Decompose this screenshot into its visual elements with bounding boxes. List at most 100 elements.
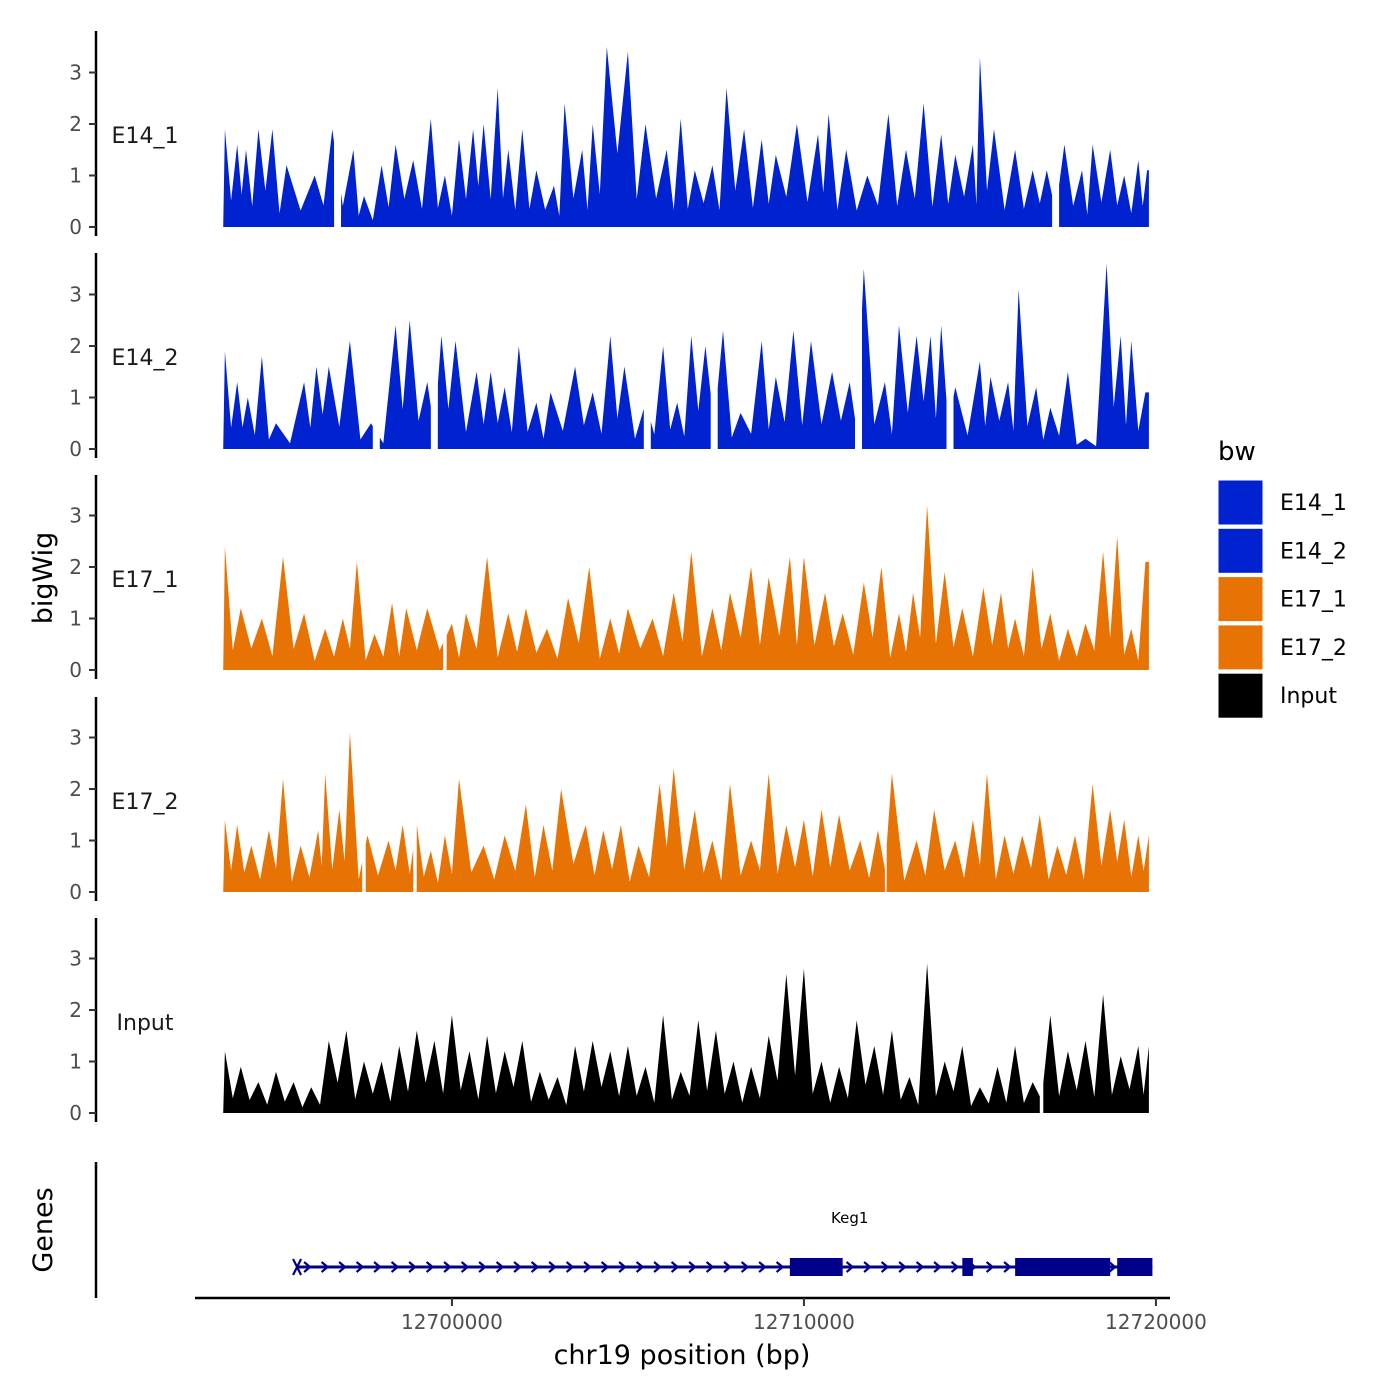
strand-arrow [355,1261,365,1273]
strand-arrow [863,1261,872,1273]
legend-key-e14-1 [1217,479,1264,526]
strand-arrow [1108,1261,1117,1273]
strand-arrow [653,1261,662,1273]
y-tick-label: 0 [69,1101,82,1125]
legend-label: Input [1280,684,1337,709]
legend-key-e17-1 [1217,576,1264,623]
track-label: Input [117,1011,174,1036]
coverage-area-e14-2 [223,263,1149,449]
strand-arrow [758,1261,767,1273]
y-tick-label: 3 [69,504,82,528]
y-tick-label: 1 [69,829,82,853]
y-tick-label: 0 [69,658,82,682]
legend: bw E14_1 E14_2 E17_1 E17_2 Input [1217,437,1347,719]
y-tick-label: 2 [69,555,82,579]
strand-arrow [320,1261,330,1273]
y-tick-label: 1 [69,386,82,410]
y-tick-label: 2 [69,334,82,358]
legend-key-input [1217,672,1264,719]
track-e14-1: 0 1 2 3 E14_1 [69,31,1149,239]
strand-arrow [530,1261,540,1273]
strand-arrow [408,1261,417,1273]
y-tick-label: 2 [69,112,82,136]
strand-arrow [443,1261,452,1273]
coverage-tracks: 0 1 2 3 E14_1 0 1 2 3 E14_2 0 1 2 3 E17_1 0 1 2 3 E17_2 0 1 2 3… [69,31,1149,1125]
strand-arrow [583,1261,592,1273]
y-tick-label: 0 [69,880,82,904]
strand-arrow [303,1261,312,1273]
strand-arrow [880,1261,890,1273]
legend-key-e17-2 [1217,624,1264,671]
track-label: E17_1 [112,568,179,593]
legend-title: bw [1218,437,1256,467]
coverage-area-input [223,963,1149,1113]
strand-arrow [548,1261,557,1273]
strand-arrow [478,1261,487,1273]
strand-arrow [495,1261,505,1273]
strand-arrow [915,1261,925,1273]
strand-arrow [425,1261,435,1273]
y-tick-label: 3 [69,726,82,750]
track-label: E14_1 [112,124,179,149]
track-e14-2: 0 1 2 3 E14_2 [69,253,1149,461]
strand-arrow [600,1261,610,1273]
strand-arrow [845,1261,855,1273]
x-axis: 12700000 12710000 12720000 chr19 position … [195,1296,1207,1371]
strand-arrow [740,1261,750,1273]
track-e17-2: 0 1 2 3 E17_2 [69,697,1149,904]
strand-arrow [1003,1261,1012,1273]
coverage-area-e17-2 [223,732,1149,892]
gene-panel-title: Genes [28,1187,59,1272]
gene-panel: Genes Keg1 [28,1162,1153,1298]
gene-exon [1015,1258,1111,1276]
gene-start-cap [292,1258,303,1276]
y-tick-label: 1 [69,164,82,188]
strand-arrow [565,1261,575,1273]
x-axis-title: chr19 position (bp) [554,1340,811,1371]
legend-entries: E14_1 E14_2 E17_1 E17_2 Input [1217,479,1347,719]
strand-arrow [513,1261,522,1273]
track-label: E17_2 [112,790,179,815]
strand-arrow [460,1261,470,1273]
strand-arrow [670,1261,680,1273]
gene-exon [1117,1258,1153,1276]
y-tick-label: 1 [69,607,82,631]
x-tick-label: 12700000 [401,1310,503,1334]
y-axis-title: bigWig [28,532,59,625]
strand-arrow [618,1261,627,1273]
track-input: 0 1 2 3 Input [69,918,1149,1125]
coverage-area-e14-1 [223,46,1149,227]
y-tick-label: 0 [69,437,82,461]
strand-arrow [688,1261,697,1273]
strand-arrow [933,1261,942,1273]
gene-name-label: Keg1 [831,1209,868,1227]
strand-arrow [373,1261,382,1273]
gene-exon [789,1258,843,1276]
gene-exon [962,1258,973,1276]
legend-key-e14-2 [1217,527,1264,574]
x-tick-label: 12720000 [1105,1310,1207,1334]
gene-keg1: Keg1 [292,1209,1153,1276]
x-tick-label: 12710000 [753,1310,855,1334]
strand-arrow [390,1261,400,1273]
strand-arrow [723,1261,732,1273]
strand-arrow [635,1261,645,1273]
x-ticks: 12700000 12710000 12720000 [401,1298,1207,1334]
strand-arrow [985,1261,995,1273]
y-tick-label: 0 [69,215,82,239]
track-e17-1: 0 1 2 3 E17_1 [69,475,1149,682]
y-tick-label: 1 [69,1050,82,1074]
y-tick-label: 3 [69,947,82,971]
strand-arrow [950,1261,960,1273]
legend-label: E14_2 [1280,539,1347,564]
strand-arrow [705,1261,715,1273]
track-label: E14_2 [112,346,179,371]
strand-arrow [775,1261,785,1273]
coverage-area-e17-1 [223,505,1149,670]
y-tick-label: 3 [69,283,82,307]
gene-models: Keg1 [292,1209,1153,1276]
strand-arrow [898,1261,907,1273]
legend-label: E17_1 [1280,588,1347,613]
strand-arrow [338,1261,347,1273]
